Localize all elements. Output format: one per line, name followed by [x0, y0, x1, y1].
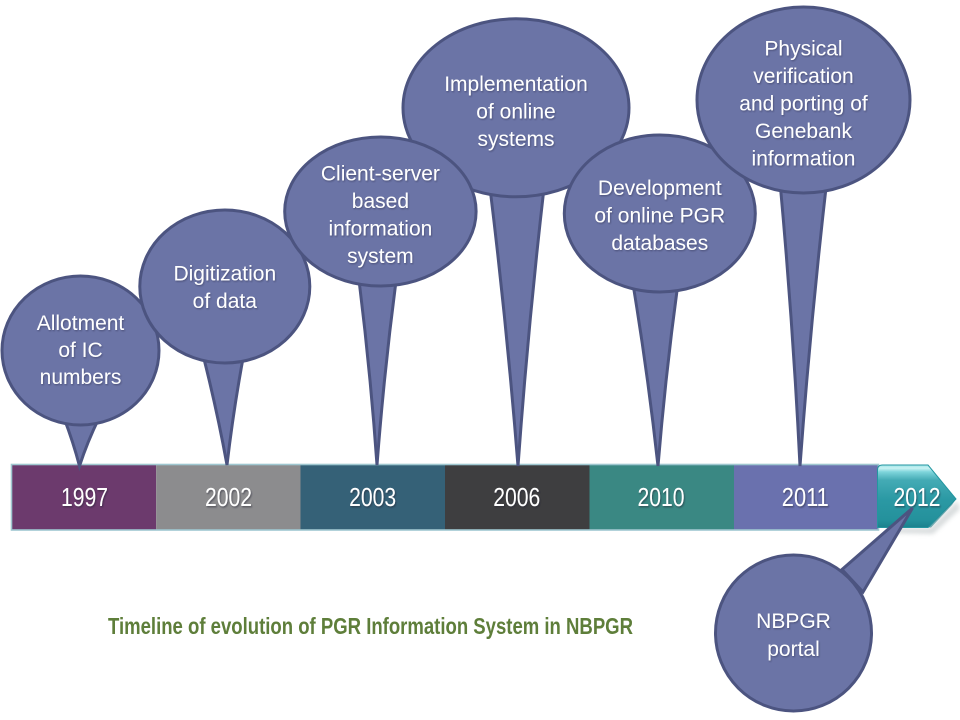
svg-text:databases: databases [611, 232, 708, 255]
svg-text:Physical: Physical [764, 38, 842, 61]
svg-text:Client-server: Client-server [321, 163, 440, 186]
svg-text:portal: portal [767, 638, 820, 661]
svg-text:Development: Development [598, 177, 722, 200]
svg-text:verification: verification [753, 65, 853, 88]
svg-text:Digitization: Digitization [173, 263, 276, 286]
svg-text:information: information [328, 218, 432, 241]
svg-text:of online PGR: of online PGR [594, 205, 725, 228]
svg-text:and porting of: and porting of [739, 93, 868, 116]
svg-text:Timeline of evolution of PGR I: Timeline of evolution of PGR Information… [108, 613, 633, 639]
svg-text:2010: 2010 [638, 482, 685, 512]
svg-text:2003: 2003 [349, 482, 396, 512]
svg-text:Allotment: Allotment [37, 312, 125, 335]
svg-text:2012: 2012 [894, 482, 941, 512]
svg-text:of IC: of IC [58, 339, 102, 362]
svg-text:systems: systems [477, 128, 554, 151]
svg-text:2002: 2002 [205, 482, 252, 512]
svg-text:NBPGR: NBPGR [756, 610, 831, 633]
svg-text:1997: 1997 [61, 482, 108, 512]
svg-text:2006: 2006 [493, 482, 540, 512]
svg-text:information: information [752, 148, 856, 171]
svg-text:Genebank: Genebank [755, 120, 852, 143]
svg-text:numbers: numbers [40, 366, 122, 389]
svg-text:2011: 2011 [782, 482, 829, 512]
svg-text:of data: of data [193, 290, 258, 313]
svg-text:Implementation: Implementation [444, 73, 588, 96]
svg-text:system: system [347, 245, 414, 268]
svg-text:of online: of online [476, 101, 555, 124]
svg-text:based: based [352, 190, 409, 213]
